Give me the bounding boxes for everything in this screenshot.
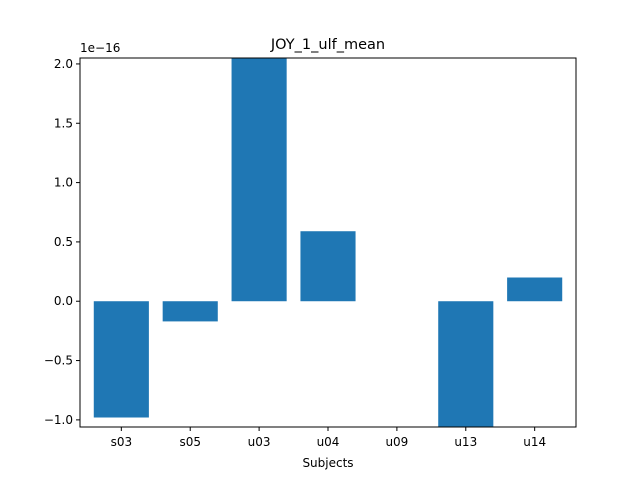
bars-group [93, 58, 563, 427]
y-axis-scale-label: 1e−16 [80, 41, 120, 55]
x-tick-label: s05 [179, 435, 201, 449]
x-axis-label: Subjects [302, 456, 353, 470]
x-tick-label: u04 [317, 435, 340, 449]
y-axis-ticks: −1.0 −0.5 0.0 0.5 1.0 1.5 2.0 [44, 57, 80, 427]
x-tick-label: u03 [248, 435, 271, 449]
y-tick-label: 1.5 [54, 116, 73, 130]
bar-s03 [93, 301, 149, 418]
bar-s05 [162, 301, 218, 322]
chart-title: JOY_1_ulf_mean [270, 37, 385, 53]
y-tick-label: 0.0 [54, 294, 73, 308]
y-tick-label: −1.0 [44, 413, 73, 427]
plot-frame [79, 57, 577, 428]
x-tick-label: u14 [523, 435, 546, 449]
bar-u13 [438, 301, 494, 427]
y-tick-label: 0.5 [54, 235, 73, 249]
x-tick-label: u09 [385, 435, 408, 449]
y-tick-label: −0.5 [44, 354, 73, 368]
x-axis-ticks: s03 s05 u03 u04 u09 u13 u14 [111, 427, 546, 449]
bar-u04 [300, 231, 356, 302]
bar-u14 [507, 277, 563, 302]
y-tick-label: 1.0 [54, 176, 73, 190]
x-tick-label: s03 [111, 435, 133, 449]
x-tick-label: u13 [454, 435, 477, 449]
y-tick-label: 2.0 [54, 57, 73, 71]
bar-u03 [231, 58, 287, 302]
